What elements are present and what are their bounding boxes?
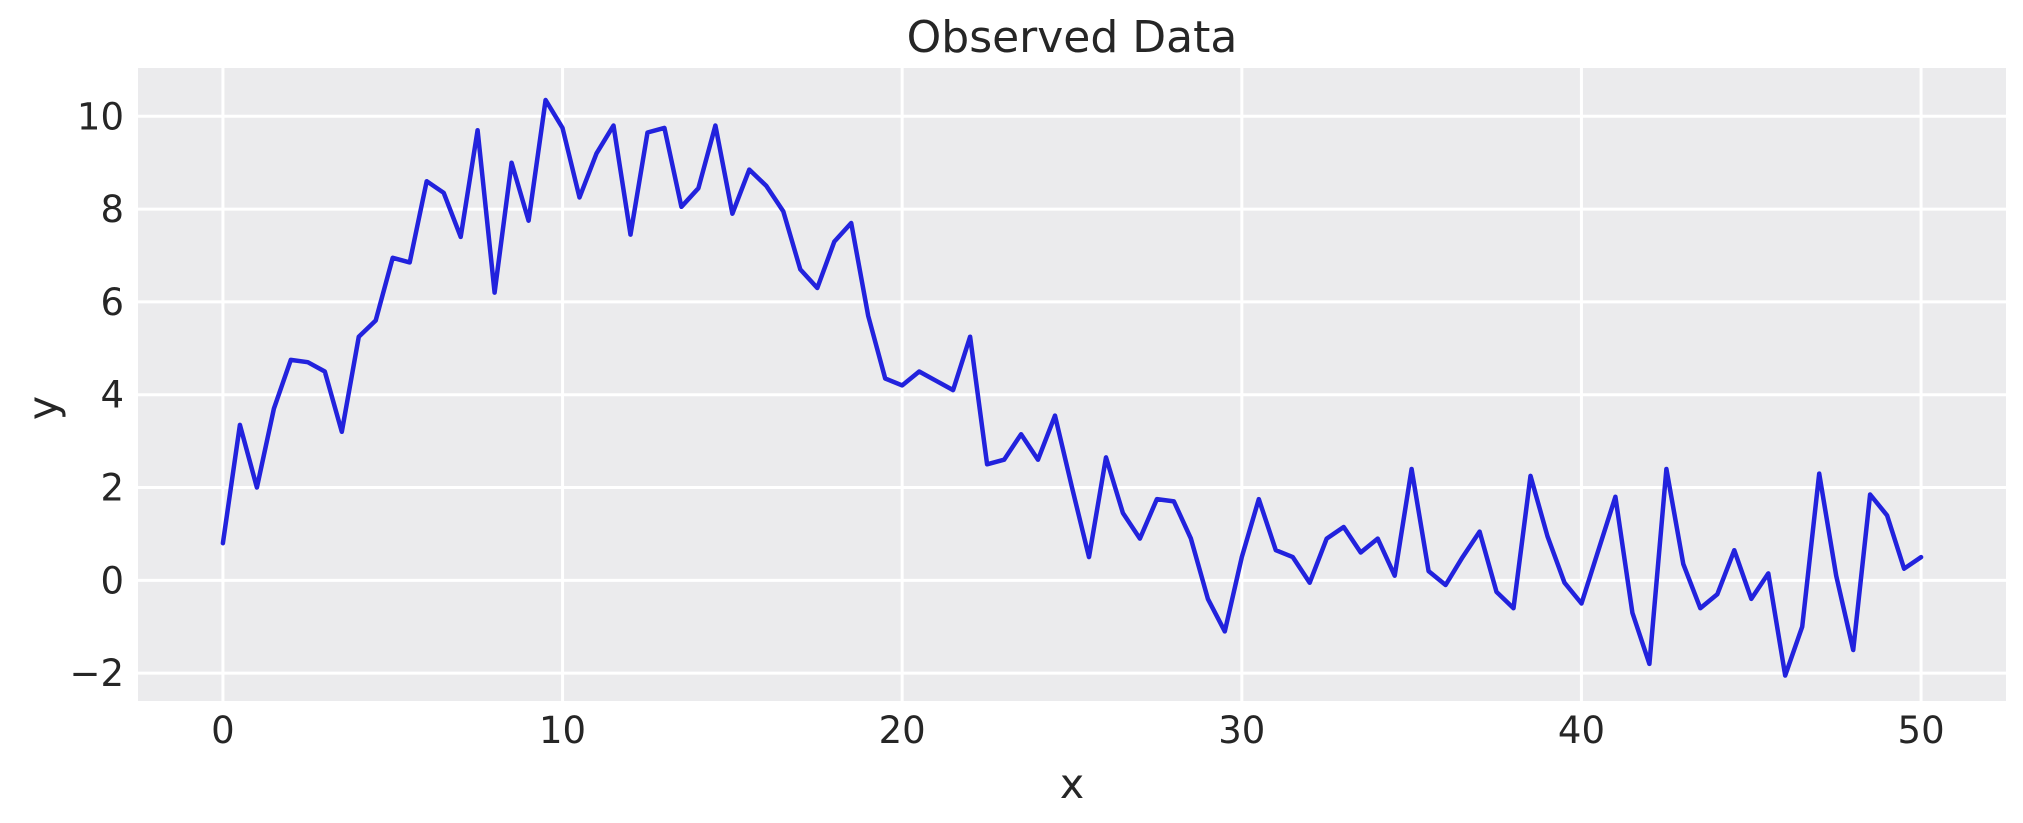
x-tick-label: 40 (1558, 709, 1605, 752)
x-tick-label: 30 (1218, 709, 1265, 752)
x-tick-label: 20 (879, 709, 926, 752)
y-tick-label: 10 (77, 95, 124, 138)
y-tick-label: 4 (100, 374, 124, 417)
data-line (220, 97, 1924, 678)
x-tick-label: 10 (539, 709, 586, 752)
chart-title: Observed Data (906, 12, 1238, 63)
y-tick-label: 2 (100, 467, 124, 510)
y-axis-label: y (19, 395, 67, 421)
x-axis-label: x (1059, 760, 1085, 808)
y-tick-label: 0 (100, 559, 124, 602)
x-tick-label: 50 (1898, 709, 1945, 752)
x-tick-label: 0 (211, 709, 235, 752)
plot-background (138, 68, 2006, 701)
y-tick-label: 6 (100, 281, 124, 324)
y-tick-label: −2 (69, 652, 124, 695)
y-tick-label: 8 (100, 188, 124, 231)
